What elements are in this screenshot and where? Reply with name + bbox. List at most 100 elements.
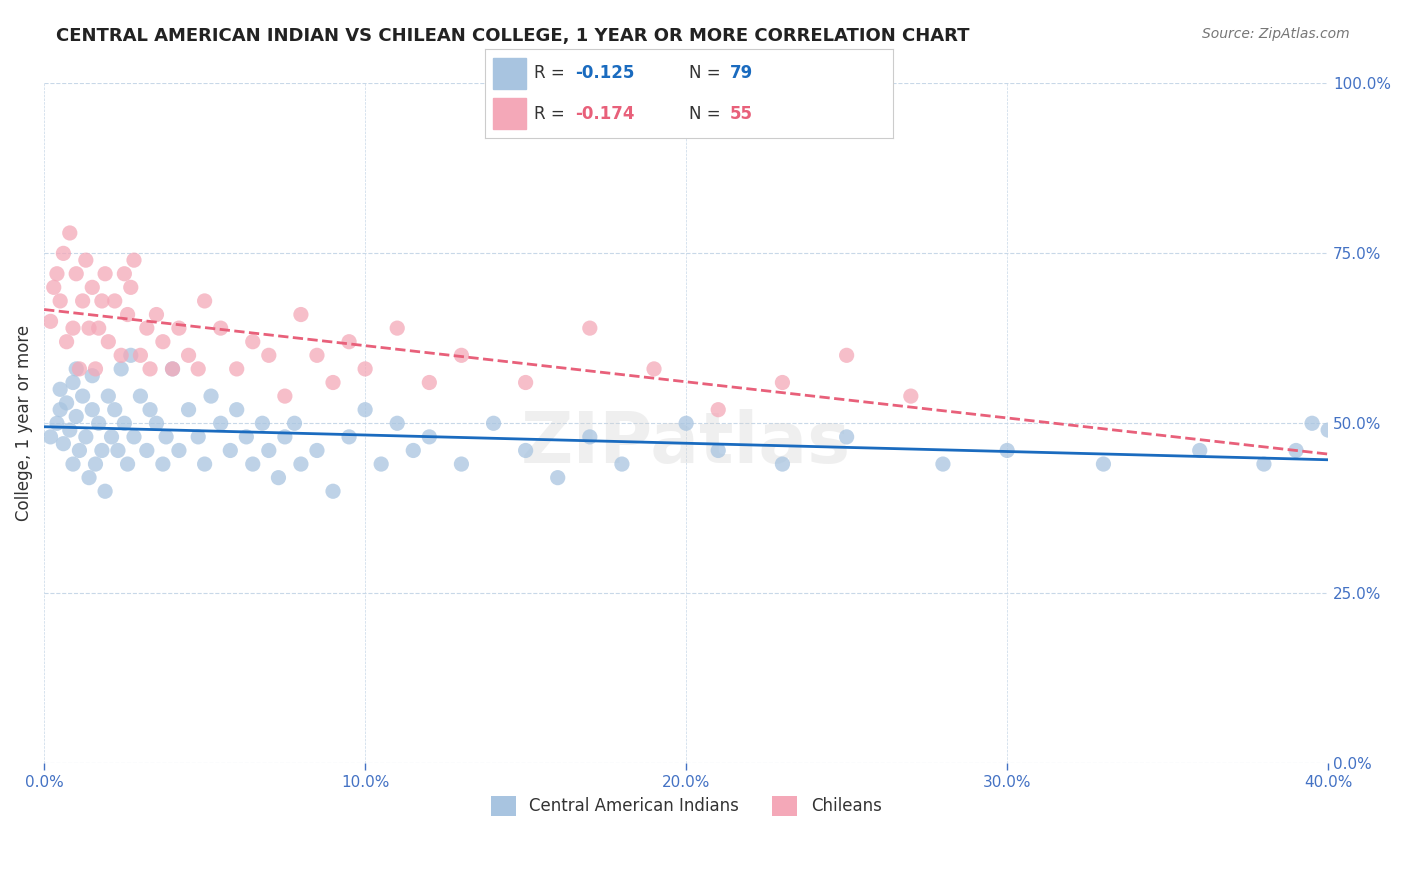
Bar [494,98,526,129]
Point [135,443,157,458]
Point [72,389,94,403]
Point [835,348,858,362]
Point [162,362,184,376]
Point [55,334,77,349]
Point [515,443,537,458]
Y-axis label: College, 1 year or more: College, 1 year or more [15,326,32,521]
Point [90,293,112,308]
Point [200,389,222,403]
Point [139,362,162,376]
Point [1253,457,1275,471]
Point [46,417,69,431]
Point [932,457,955,471]
Point [219,443,242,458]
Text: R =: R = [534,105,569,123]
Point [194,293,217,308]
Point [100,430,122,444]
Point [482,417,505,431]
Point [145,308,167,322]
Text: 55: 55 [730,105,752,123]
Point [112,417,135,431]
Point [110,362,132,376]
Point [139,402,162,417]
Point [418,430,440,444]
Point [97,389,120,403]
Point [1301,417,1323,431]
Point [177,348,200,362]
Point [209,321,232,335]
Point [337,430,360,444]
Point [387,321,409,335]
Point [225,362,247,376]
Point [52,436,75,450]
Text: -0.125: -0.125 [575,64,634,82]
Point [354,402,377,417]
Text: CENTRAL AMERICAN INDIAN VS CHILEAN COLLEGE, 1 YEAR OR MORE CORRELATION CHART: CENTRAL AMERICAN INDIAN VS CHILEAN COLLE… [56,27,970,45]
Point [46,267,69,281]
Point [322,484,344,499]
Point [62,457,84,471]
Point [235,430,257,444]
Point [450,457,472,471]
Point [209,417,232,431]
Point [579,430,602,444]
Text: -0.174: -0.174 [575,105,634,123]
Point [707,402,730,417]
Point [62,376,84,390]
Point [610,457,633,471]
Point [117,308,139,322]
Point [104,293,127,308]
Point [450,348,472,362]
Point [257,348,280,362]
Point [305,348,328,362]
Point [84,457,107,471]
Point [67,443,90,458]
Point [257,443,280,458]
Point [135,321,157,335]
Point [90,443,112,458]
Point [120,280,142,294]
Point [1317,423,1340,437]
Point [835,430,858,444]
Point [1285,443,1308,458]
Point [129,348,152,362]
Point [122,430,145,444]
Point [77,321,100,335]
Point [94,267,117,281]
Point [167,443,190,458]
Point [82,368,104,383]
Point [177,402,200,417]
Bar [494,58,526,89]
Point [1092,457,1115,471]
Point [402,443,425,458]
Point [110,348,132,362]
Point [152,334,174,349]
Point [82,280,104,294]
Point [65,409,87,424]
Point [67,362,90,376]
Point [129,389,152,403]
Point [77,470,100,484]
Point [770,376,793,390]
Point [290,308,312,322]
Point [49,402,72,417]
Legend: Central American Indians, Chileans: Central American Indians, Chileans [484,789,889,822]
Point [62,321,84,335]
Point [39,430,62,444]
Point [52,246,75,260]
Point [107,443,129,458]
Point [770,457,793,471]
Point [49,382,72,396]
Point [515,376,537,390]
Point [42,280,65,294]
Text: ZIPatlas: ZIPatlas [522,409,851,478]
Point [707,443,730,458]
Point [87,417,110,431]
Point [337,334,360,349]
Point [995,443,1018,458]
Text: N =: N = [689,105,725,123]
Point [155,430,177,444]
Text: R =: R = [534,64,569,82]
Text: Source: ZipAtlas.com: Source: ZipAtlas.com [1202,27,1350,41]
Point [579,321,602,335]
